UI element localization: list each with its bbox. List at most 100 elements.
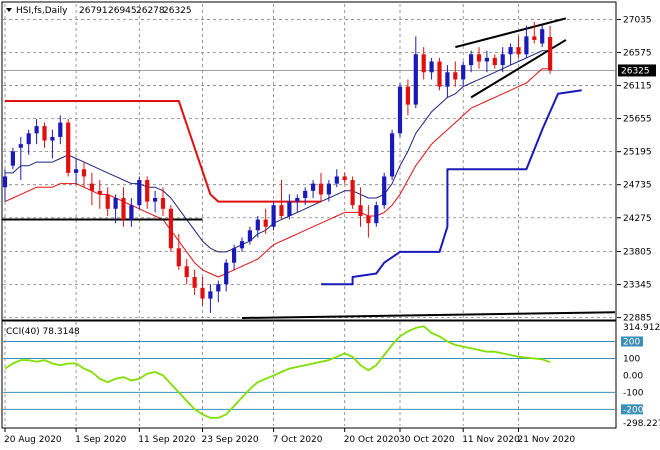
x-tick-label: 20 Aug 2020 xyxy=(4,435,62,445)
candle-bull xyxy=(397,86,403,134)
y-tick-label: 23345 xyxy=(623,281,652,291)
cci-tick-label: 200 xyxy=(623,337,640,347)
cci-level-badge xyxy=(621,336,643,347)
symbol-label: HSI,fs,Daily xyxy=(16,6,68,16)
candle-bear xyxy=(366,215,371,224)
candle-bear xyxy=(492,57,497,66)
candle-bull xyxy=(74,169,79,173)
candle-bull xyxy=(26,133,31,145)
candle-bull xyxy=(508,47,513,55)
ohlc-low: 26278 xyxy=(136,6,165,16)
cci-tick-label: -200 xyxy=(623,405,644,415)
candle-bull xyxy=(232,248,237,263)
cci-series xyxy=(4,325,551,419)
candle-bear xyxy=(358,205,363,216)
ma-fast-line xyxy=(5,50,551,253)
current-price-label: 26325 xyxy=(621,66,650,76)
candle-bull xyxy=(58,122,63,137)
cci-tick-label: 0.00 xyxy=(623,371,643,381)
candle-bear xyxy=(105,194,110,209)
x-tick-label: 23 Sep 2020 xyxy=(202,435,259,445)
candle-bull xyxy=(113,198,118,209)
x-tick-label: 21 Nov 2020 xyxy=(518,435,576,445)
chart-header: HSI,fs,Daily 26791 26945 26278 26325 xyxy=(6,6,192,16)
candle-bull xyxy=(445,72,450,87)
candle-bull xyxy=(469,54,474,66)
candle-bull xyxy=(500,54,505,66)
candle-bull xyxy=(374,205,379,224)
price-panel-frame xyxy=(1,1,617,321)
candle-bull xyxy=(540,29,545,44)
y-tick-label: 25195 xyxy=(623,148,652,158)
candle-bear xyxy=(516,47,521,55)
candle-bull xyxy=(2,176,8,188)
ma-slow-line xyxy=(4,68,551,278)
ohlc-high: 26945 xyxy=(108,6,137,16)
cci-axis: 200 100 0.00 -100 -200 314.9128 -298.227 xyxy=(621,323,660,429)
candle-bull xyxy=(303,190,308,199)
candle-bull xyxy=(484,57,489,62)
ohlc-close: 26325 xyxy=(163,6,192,16)
candle-bull xyxy=(382,176,387,206)
candle-bull xyxy=(390,133,395,177)
candle-bull xyxy=(239,241,245,249)
cci-min-label: -298.227 xyxy=(623,419,660,429)
candle-bear xyxy=(200,287,205,299)
candle-bull xyxy=(461,65,466,80)
candle-bull xyxy=(34,126,39,134)
floor-trend-line xyxy=(241,311,616,319)
candle-bear xyxy=(453,72,458,80)
candle-bear xyxy=(318,183,324,195)
x-tick-label: 30 Oct 2020 xyxy=(399,435,455,445)
candle-bull xyxy=(326,183,331,195)
candle-bull xyxy=(287,201,292,216)
chevron-down-icon[interactable] xyxy=(6,8,12,12)
y-tick-label: 26575 xyxy=(623,49,652,59)
y-tick-label: 22885 xyxy=(623,314,652,324)
candle-bull xyxy=(429,61,434,73)
y-tick-label: 25655 xyxy=(623,115,652,125)
x-tick-label: 7 Oct 2020 xyxy=(273,435,323,445)
resistance-step-line xyxy=(5,100,321,203)
support-step-line xyxy=(321,89,582,286)
candle-bull xyxy=(255,219,260,231)
candle-bear xyxy=(476,54,482,62)
candle-bear xyxy=(192,277,197,288)
candle-bear xyxy=(437,61,442,87)
current-price-badge xyxy=(618,64,656,77)
candle-bear xyxy=(168,208,173,249)
ohlc-open: 26791 xyxy=(79,6,108,16)
cci-header: CCI(40) 78.3148 xyxy=(6,327,80,337)
candle-bull xyxy=(18,144,23,148)
candle-bear xyxy=(66,122,71,173)
candle-bull xyxy=(295,198,300,202)
candle-bull xyxy=(153,198,158,202)
candle-bear xyxy=(548,36,553,71)
candle-bull xyxy=(334,176,339,184)
candle-series xyxy=(2,21,553,313)
candle-bull xyxy=(129,205,134,220)
candle-bear xyxy=(421,54,426,73)
cci-line xyxy=(4,325,551,419)
candle-bear xyxy=(145,180,150,202)
cci-level-badge xyxy=(621,404,643,415)
candle-bear xyxy=(121,198,126,220)
candle-bear xyxy=(97,190,102,195)
candle-bull xyxy=(224,262,229,285)
candle-bull xyxy=(311,183,316,191)
x-tick-label: 20 Oct 2020 xyxy=(344,435,400,445)
candle-bull xyxy=(524,36,529,55)
candle-bull xyxy=(208,291,213,299)
y-tick-label: 24735 xyxy=(623,181,652,191)
candle-bear xyxy=(160,198,166,209)
candle-bull xyxy=(247,230,252,242)
grid-lines xyxy=(3,4,615,426)
cci-max-label: 314.9128 xyxy=(623,323,660,333)
x-tick-label: 11 Sep 2020 xyxy=(138,435,195,445)
y-tick-label: 26115 xyxy=(623,82,652,92)
candle-bear xyxy=(184,266,189,278)
candle-bear xyxy=(532,36,537,40)
candle-bull xyxy=(10,151,15,166)
cci-panel-frame xyxy=(1,320,617,429)
